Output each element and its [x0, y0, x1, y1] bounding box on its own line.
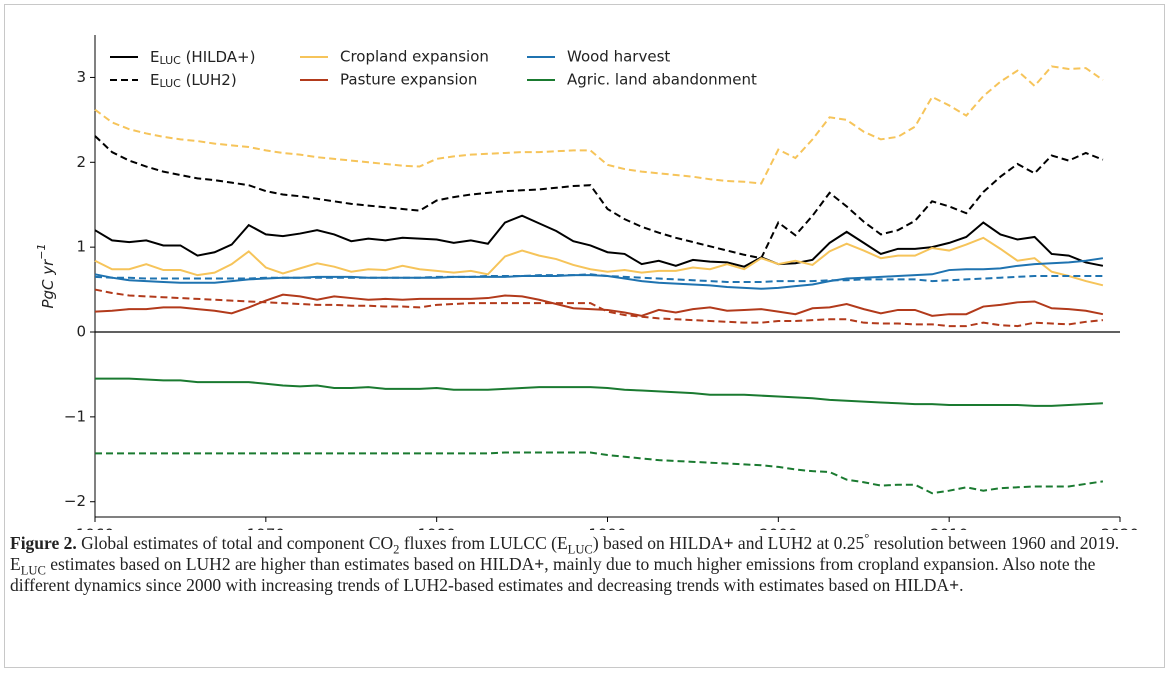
caption-text: + — [534, 554, 545, 574]
y-axis-label: PgC yr−1 — [35, 243, 57, 308]
legend-label-part: (LUH2) — [181, 71, 237, 89]
legend-label: Pasture expansion — [340, 71, 477, 89]
series-line-dashed — [94, 65, 1104, 185]
y-tick-label: 0 — [76, 323, 86, 341]
legend-label-sub: LUC — [159, 54, 181, 67]
caption-text: , mainly due to much higher emissions fr… — [10, 554, 1096, 595]
legend-label-part: E — [150, 71, 159, 89]
caption-text: fluxes from LULCC (E — [399, 533, 568, 553]
x-tick-label: 1970 — [247, 526, 285, 531]
caption-text: LUC — [567, 542, 593, 557]
caption-text: 2 — [393, 542, 400, 557]
caption-text: Figure 2. — [10, 533, 77, 553]
x-tick-label: 1980 — [418, 526, 456, 531]
caption-text: + — [949, 575, 960, 595]
x-tick-label: 2020 — [1101, 526, 1139, 531]
x-tick-label: 2000 — [759, 526, 797, 531]
caption-text: ° — [864, 531, 870, 546]
legend-label: Cropland expansion — [340, 48, 489, 66]
legend-label: ELUC (HILDA+) — [150, 48, 255, 68]
series-line — [94, 293, 1104, 317]
caption-text: + — [723, 533, 734, 553]
legend-label-part: E — [150, 48, 159, 66]
y-tick-label: −1 — [64, 407, 86, 425]
series-line — [94, 236, 1104, 287]
caption-text: Global estimates of total and component … — [76, 533, 394, 553]
y-tick-label: −2 — [64, 492, 86, 510]
series-line — [94, 135, 1104, 260]
figure-frame — [4, 4, 1165, 668]
caption-text: estimates based on LUH2 are higher than … — [45, 554, 535, 574]
series-line-dashed — [95, 451, 1104, 495]
caption: Figure 2. Global estimates of total and … — [10, 531, 1150, 596]
caption-text: resolution between 1960 and 2019. E — [10, 533, 1120, 574]
x-tick-label: 1990 — [588, 526, 626, 531]
y-label-main: PgC yr — [39, 259, 57, 309]
caption-text: . — [959, 575, 964, 595]
x-tick-label: 1960 — [76, 526, 114, 531]
legend-label: Wood harvest — [567, 48, 670, 66]
series-line — [94, 257, 1104, 290]
legend-label: Agric. land abandonment — [567, 71, 757, 89]
x-tick-label: 2010 — [930, 526, 968, 531]
y-tick-label: 2 — [76, 153, 86, 171]
legend-label-part: (HILDA+) — [181, 48, 256, 66]
y-tick-label: 3 — [76, 68, 86, 86]
caption-text: and LUH2 at 0.25 — [733, 533, 865, 553]
y-label-sup: −1 — [35, 243, 48, 259]
chart: 1960 1970 1980 1990 2000 2010 2020 −2 −1 0 1 2 3 PgC … — [35, 35, 1139, 531]
caption-text: ) based on HILDA — [592, 533, 724, 553]
series-line — [95, 377, 1103, 407]
legend-label: ELUC (LUH2) — [150, 71, 237, 91]
series-line — [94, 214, 1104, 268]
legend-label-sub: LUC — [159, 77, 181, 90]
y-tick-label: 1 — [76, 238, 86, 256]
caption-text: LUC — [20, 563, 46, 578]
